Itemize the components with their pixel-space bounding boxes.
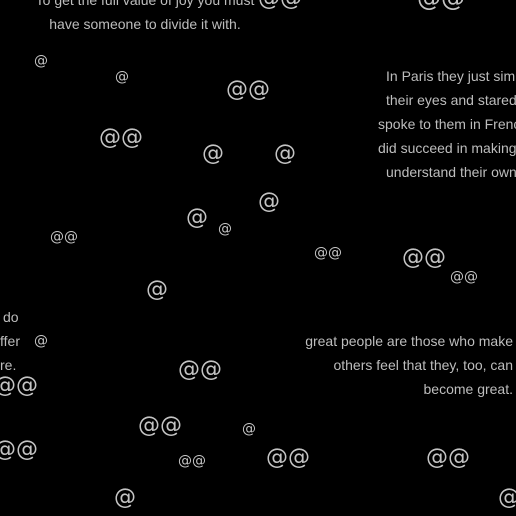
quote-great-line-2: others feel that they, too, can (333, 357, 513, 373)
at-glyph: @@ (99, 125, 143, 150)
at-glyph: @ (218, 221, 232, 237)
at-glyph: @ (34, 53, 48, 69)
at-glyph: @ (186, 205, 208, 230)
at-glyph: @@ (450, 269, 478, 285)
quote-joy-line-1: To get the full value of joy you must (35, 0, 255, 8)
at-glyph: @@ (178, 453, 206, 469)
quote-left-fragment: do ffer re. (0, 305, 20, 377)
quote-paris-line-1: In Paris they just simp (386, 68, 516, 84)
at-glyph: @@ (426, 445, 470, 470)
quote-great-line-3: become great. (423, 381, 514, 397)
at-glyph: @ (115, 69, 129, 85)
at-glyph: @@ (258, 0, 302, 10)
quote-joy-line-2: have someone to divide it with. (49, 16, 241, 32)
at-glyph: @@ (314, 245, 342, 261)
at-glyph: @ (274, 141, 296, 166)
at-glyph: @@ (417, 0, 465, 10)
quote-joy: To get the full value of joy you must ha… (20, 0, 270, 36)
quote-left-line-2: ffer (0, 333, 20, 349)
at-glyph: @ (146, 277, 168, 302)
at-glyph: @@ (0, 373, 38, 398)
quote-paris-line-3: spoke to them in Frenc (378, 116, 516, 132)
quote-great-people: great people are those who make others f… (290, 329, 513, 401)
quote-paris-line-2: their eyes and stared (386, 92, 516, 108)
quote-left-line-3: re. (0, 357, 17, 373)
at-glyph: @ (258, 189, 280, 214)
at-glyph: @@ (50, 229, 78, 245)
quote-left-line-1: do (3, 309, 19, 325)
at-glyph: @ (202, 141, 224, 166)
at-glyph: @ (114, 485, 136, 510)
at-glyph: @@ (402, 245, 446, 270)
quote-paris-line-4: did succeed in making (378, 140, 516, 156)
at-glyph: @@ (138, 413, 182, 438)
at-glyph: @@ (266, 445, 310, 470)
at-glyph: @ (34, 333, 48, 349)
at-glyph: @@ (0, 437, 38, 462)
at-glyph: @@ (226, 77, 270, 102)
at-glyph: @ (498, 487, 516, 509)
quote-great-line-1: great people are those who make (305, 333, 513, 349)
quote-paris-line-5: understand their own (386, 164, 516, 180)
quote-paris: In Paris they just simp their eyes and s… (378, 64, 516, 184)
at-glyph: @@ (178, 357, 222, 382)
at-glyph: @ (242, 421, 256, 437)
